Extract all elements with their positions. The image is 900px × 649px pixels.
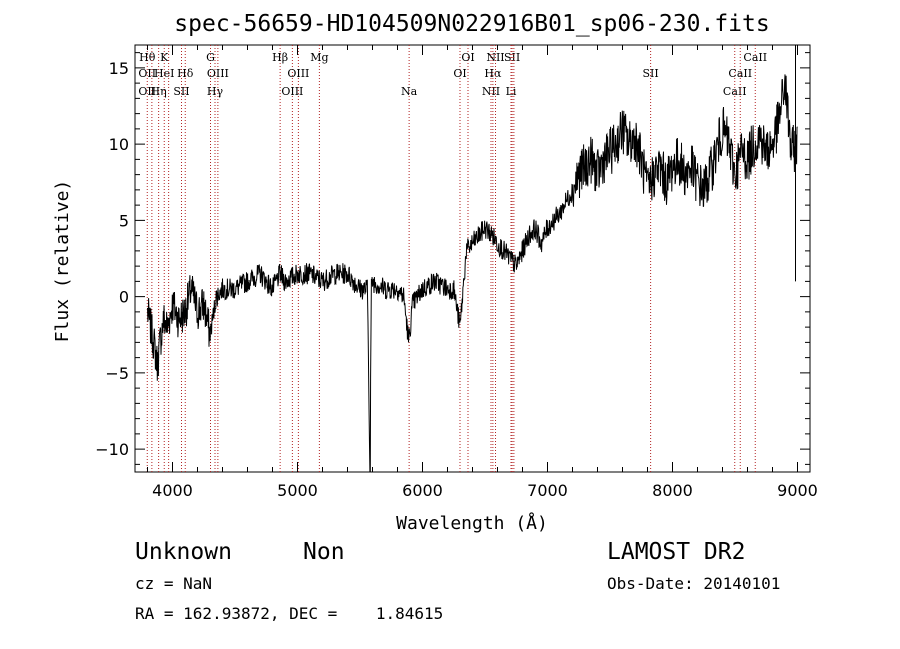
y-tick-label: −5 [105,364,129,383]
coordinates: RA = 162.93872, DEC = 1.84615 [135,604,444,623]
spectral-line-label: Hβ [272,51,288,64]
x-axis-label: Wavelength (Å) [396,512,548,534]
spectral-line-label: Mg [310,51,328,64]
x-tick-label: 4000 [152,481,193,500]
spectral-line-label: Li [506,85,517,98]
spectral-line-label: NII [486,51,504,64]
x-tick-label: 9000 [777,481,818,500]
chart-title: spec-56659-HD104509N022916B01_sp06-230.f… [174,11,769,37]
spectral-line-label: Na [401,85,418,98]
spectral-line-label: Hα [484,67,502,80]
spectral-line-label: OII [138,67,156,80]
spectral-line-markers: HθOIIOIIHηKHeISIIHδGHγOIIIHβOIIIOIIIMgNa… [138,45,767,472]
survey-name: LAMOST DR2 [607,539,746,565]
spectral-line-label: Hδ [177,67,194,80]
spectral-line-label: OIII [287,67,309,80]
x-tick-label: 5000 [277,481,318,500]
spectral-line-label: OII [138,85,156,98]
spectral-line-label: OI [461,51,474,64]
plot-frame [134,44,811,473]
axis-ticks: 4000 5000 6000 7000 8000 9000 −10 −5 0 5 10 15 [95,45,818,500]
x-tick-label: 8000 [652,481,693,500]
spectral-line-label: OIII [281,85,303,98]
observation-date: Obs-Date: 20140101 [607,574,781,593]
y-tick-label: 15 [109,59,129,78]
spectrum-line [147,74,798,473]
spectral-line-label: SII [504,51,520,64]
y-tick-label: 10 [109,135,129,154]
x-tick-label: 7000 [527,481,568,500]
spectral-line-label: OIII [207,67,229,80]
spectral-line-label: CaII [723,85,747,98]
spectral-line-label: SII [643,67,659,80]
redshift-cz: cz = NaN [135,574,213,593]
y-tick-label: −10 [95,440,129,459]
y-tick-label: 5 [119,211,129,230]
spectrum-series [147,45,798,473]
object-subclass: Non [303,539,345,565]
spectral-line-label: CaII [743,51,767,64]
spectral-line-label: Hη [151,85,167,98]
spectral-line-label: K [160,51,169,64]
spectral-line-label: SII [173,85,189,98]
spectral-line-label: G [206,51,215,64]
spectral-line-label: CaII [728,67,752,80]
spectral-line-label: HeI [154,67,174,80]
spectral-line-label: Hθ [139,51,156,64]
object-class: Unknown [135,539,232,565]
spectral-line-label: NII [482,85,500,98]
y-axis-label: Flux (relative) [52,180,73,343]
x-tick-label: 6000 [402,481,443,500]
y-tick-label: 0 [119,288,129,307]
spectral-line-label: Hγ [207,85,224,98]
spectral-line-label: OI [453,67,466,80]
